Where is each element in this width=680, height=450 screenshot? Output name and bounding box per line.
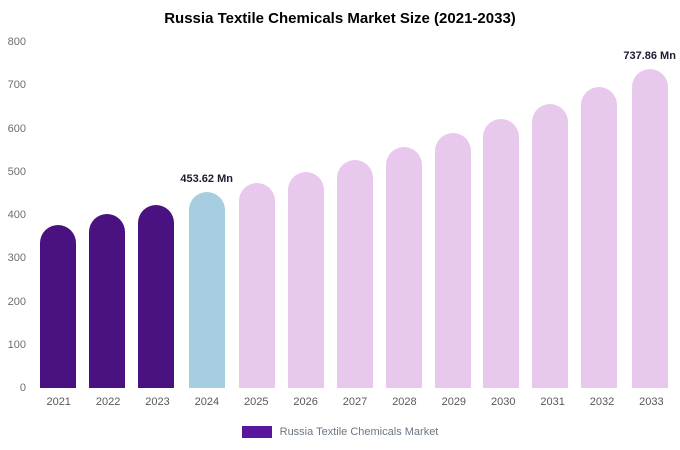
bar xyxy=(631,68,668,388)
bar xyxy=(288,171,325,388)
bar xyxy=(137,204,174,388)
x-axis: 2021 2022 2023 2024 2025 2026 2027 2028 2029 2030… xyxy=(34,396,676,408)
x-axis-tick-label: 2022 xyxy=(95,396,121,408)
bar xyxy=(385,146,422,388)
y-axis-tick-label: 700 xyxy=(7,79,26,92)
bar xyxy=(40,224,77,388)
x-axis-tick-label: 2026 xyxy=(293,396,318,408)
y-axis-tick-label: 600 xyxy=(7,122,26,135)
bar xyxy=(336,159,373,388)
x-axis-tick-label: 2023 xyxy=(145,396,170,408)
bar-slot xyxy=(282,42,331,388)
y-axis-tick-label: 800 xyxy=(7,36,26,48)
bars-row: 453.62 Mn 737.86 Mn xyxy=(34,42,676,388)
bar-slot xyxy=(428,42,477,388)
bar-slot xyxy=(477,42,526,388)
y-axis-tick-label: 400 xyxy=(7,209,26,221)
x-axis-tick-label: 2021 xyxy=(46,396,71,408)
bar-slot xyxy=(331,42,380,388)
bar-slot xyxy=(34,42,83,388)
x-axis-tick-label: 2024 xyxy=(194,396,220,408)
bar-value-label: 737.86 Mn xyxy=(623,49,676,62)
legend: Russia Textile Chemicals Market xyxy=(0,426,680,438)
bar xyxy=(580,87,617,388)
y-axis-tick-label: 0 xyxy=(19,382,26,394)
bar-slot xyxy=(83,42,132,388)
bar-value-label: 453.62 Mn xyxy=(180,172,233,185)
bar-slot: 453.62 Mn xyxy=(180,42,233,388)
bar-slot: 737.86 Mn xyxy=(623,42,676,388)
bar xyxy=(239,183,276,388)
y-axis-tick-label: 500 xyxy=(7,165,26,178)
x-axis-tick-label: 2025 xyxy=(244,396,269,408)
legend-label: Russia Textile Chemicals Market xyxy=(279,426,439,438)
bar xyxy=(483,119,520,388)
legend-swatch xyxy=(241,426,272,438)
y-axis-tick-label: 200 xyxy=(7,295,26,308)
bar-slot xyxy=(526,42,575,388)
bar-slot xyxy=(132,42,181,388)
x-axis-tick-label: 2032 xyxy=(589,396,615,408)
bar xyxy=(188,191,225,388)
plot-area: 453.62 Mn 737.86 Mn xyxy=(34,42,676,388)
bar xyxy=(434,132,471,388)
y-axis-tick-label: 100 xyxy=(7,338,26,351)
y-axis: 0 100 200 300 400 500 600 700 800 xyxy=(0,36,30,394)
bar-slot xyxy=(233,42,282,388)
chart-title: Russia Textile Chemicals Market Size (20… xyxy=(164,10,516,27)
x-axis-tick-label: 2033 xyxy=(639,396,664,408)
bar xyxy=(532,104,569,388)
x-axis-tick-label: 2027 xyxy=(342,396,368,408)
bar-slot xyxy=(379,42,428,388)
bar xyxy=(89,214,126,388)
y-axis-tick-label: 300 xyxy=(7,252,26,265)
x-axis-tick-label: 2031 xyxy=(540,396,565,408)
bar-slot xyxy=(575,42,624,388)
x-axis-tick-label: 2028 xyxy=(392,396,417,408)
x-axis-tick-label: 2029 xyxy=(441,396,467,408)
x-axis-tick-label: 2030 xyxy=(490,396,516,408)
